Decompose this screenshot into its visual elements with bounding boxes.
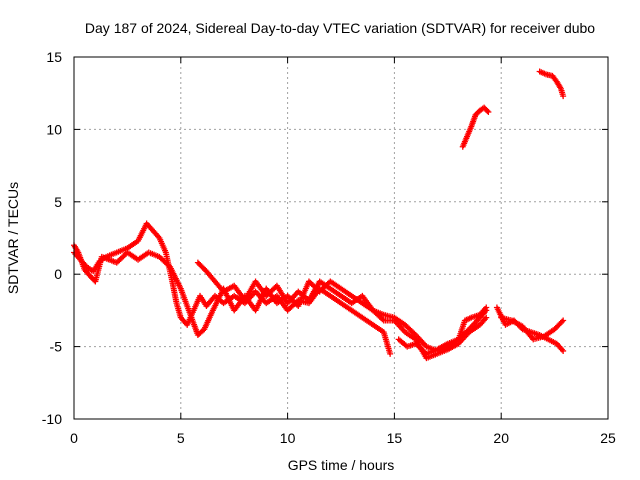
x-tick-label: 0 [70,430,78,446]
plot-frame [73,56,609,420]
data-point [379,316,386,323]
y-tick-label: 10 [46,121,62,137]
data-point [387,350,394,357]
data-point [483,314,490,321]
x-tick-label: 20 [493,430,509,446]
chart-title: Day 187 of 2024, Sidereal Day-to-day VTE… [85,20,595,36]
data-point [560,93,567,100]
series-track-d [395,304,490,357]
series-track-g [459,104,492,150]
tick-labels: 0 5 10 15 20 25 -10 -5 0 5 10 15 [42,49,616,446]
y-tick-label: -10 [42,411,62,427]
x-axis-label: GPS time / hours [288,457,395,473]
data-point [485,109,492,116]
data-point [560,317,567,324]
series-track-a [71,220,394,357]
y-axis-label: SDTVAR / TECUs [5,182,21,294]
data-point [483,304,490,311]
y-tick-label: 5 [54,194,62,210]
series-track-c [194,259,490,362]
data-point [558,318,565,325]
x-tick-label: 25 [600,430,616,446]
x-tick-label: 15 [387,430,403,446]
series-track-h [536,68,567,100]
data-series [71,68,567,362]
series-track-b [71,242,490,354]
series-track-f [498,314,567,343]
x-tick-label: 5 [177,430,185,446]
y-tick-label: 0 [54,266,62,282]
data-point [560,347,567,354]
grid-lines [74,57,608,419]
y-tick-label: 15 [46,49,62,65]
axis-ticks [73,56,609,420]
y-tick-label: -5 [50,339,63,355]
x-tick-label: 10 [280,430,296,446]
data-point [484,107,491,114]
